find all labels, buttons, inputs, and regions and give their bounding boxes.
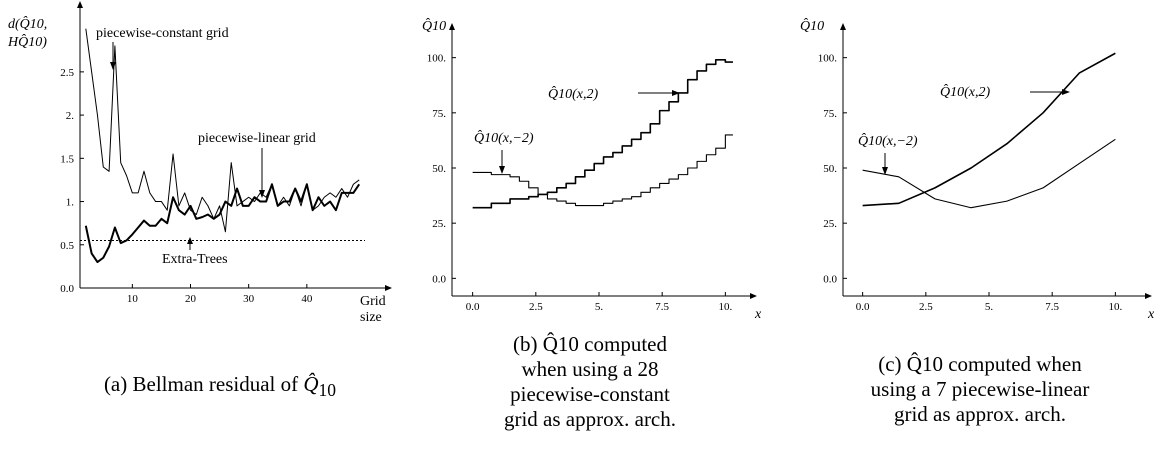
y-tick-label: 75. <box>823 108 837 120</box>
caption-b-line4: grid as approx. arch. <box>503 407 677 431</box>
x-tick-label: 0.0 <box>466 301 480 313</box>
y-tick-label: 100. <box>818 53 838 65</box>
panel-a-ylabel-line1: d(Q̂10, <box>8 16 47 32</box>
y-tick-label: 0.0 <box>60 283 74 295</box>
y-tick-label: 1. <box>66 197 75 209</box>
panel-a-y-axis-arrow <box>77 1 83 8</box>
y-tick-label: 1.5 <box>60 153 74 165</box>
panel-c-xlabel: x <box>1147 307 1155 322</box>
panel-b-arrowhead-q-x-2 <box>672 90 680 96</box>
series-line-b-1 <box>472 134 733 207</box>
x-tick-label: 30 <box>243 293 255 305</box>
series-line-c-0 <box>862 52 1116 207</box>
y-tick-label: 0.0 <box>823 273 837 285</box>
caption-b-line1: (b) Q̂10 computed <box>513 332 667 356</box>
x-tick-label: 5. <box>595 301 604 313</box>
caption-c-line3: grid as approx. arch. <box>893 402 1067 426</box>
series-line-a-1 <box>84 183 361 264</box>
panel-a-series <box>80 28 365 264</box>
x-tick-label: 5. <box>985 301 994 313</box>
panel-c-axes: 0.0 2.5 5. 7.5 10. 0.0 25. 50. 75. 100. <box>818 23 1152 313</box>
y-tick-label: 50. <box>432 163 446 175</box>
panel-c-piecewise-linear: Q̂10 x 0.0 2.5 5. 7.5 10. 0.0 25. 50. 75. 100. Q̂… <box>800 18 1155 322</box>
series-line-b-0 <box>472 59 733 209</box>
annotation-extra-trees: Extra-Trees <box>162 252 228 267</box>
panel-a-y-axis-label: d(Q̂10, HQ̂10) <box>7 16 47 50</box>
annotation-arrowhead-extra-trees <box>187 237 193 244</box>
y-tick-label: 25. <box>823 218 837 230</box>
x-tick-label: 2.5 <box>529 301 543 313</box>
y-tick-label: 100. <box>427 53 447 65</box>
panel-b-y-axis-arrow <box>449 23 455 30</box>
caption-b: (b) Q̂10 computed when using a 28 piecew… <box>440 332 740 432</box>
panel-c-annotations: Q̂10(x,2) Q̂10(x,−2) <box>858 84 1070 175</box>
panel-a-annotations: piecewise-constant grid piecewise-linear… <box>96 26 316 267</box>
y-tick-label: 0.0 <box>432 273 446 285</box>
panel-b-axes: 0.0 2.5 5. 7.5 10. 0.0 25. 50. 75. 100. <box>427 23 757 313</box>
x-tick-label: 10. <box>718 301 732 313</box>
annotation-arrowhead-linear <box>259 190 265 198</box>
panel-b-legend-q-x-m2: Q̂10(x,−2) <box>474 130 534 146</box>
caption-c: (c) Q̂10 computed when using a 7 piecewi… <box>820 352 1140 427</box>
panel-b-ylabel: Q̂10 <box>422 18 446 34</box>
panel-c-x-axis-arrow <box>1145 293 1152 299</box>
x-tick-label: 10 <box>127 293 139 305</box>
annotation-piecewise-constant: piecewise-constant grid <box>96 26 229 41</box>
annotation-piecewise-linear: piecewise-linear grid <box>198 131 316 146</box>
x-tick-label: 0.0 <box>856 301 870 313</box>
caption-c-line1: (c) Q̂10 computed when <box>878 352 1082 376</box>
x-tick-label: 2.5 <box>919 301 933 313</box>
panel-a-axes: 10 20 30 40 0.0 0.5 1. 1.5 2. 2.5 <box>60 1 392 305</box>
panel-c-arrowhead-q-x-2 <box>1062 89 1070 95</box>
caption-a: (a) Bellman residual of Q̂10 <box>40 372 400 403</box>
panel-c-legend-q-x-m2: Q̂10(x,−2) <box>858 133 918 149</box>
panel-a-ylabel-line2: HQ̂10) <box>7 34 47 50</box>
panel-c-arrowhead-q-x-m2 <box>882 167 888 175</box>
caption-a-prefix: (a) Bellman residual of <box>103 372 299 396</box>
x-tick-label: 7.5 <box>655 301 669 313</box>
y-tick-label: 2.5 <box>60 67 74 79</box>
x-tick-label: 7.5 <box>1045 301 1059 313</box>
panel-b-legend-q-x-2: Q̂10(x,2) <box>548 86 598 102</box>
panel-c-series <box>862 52 1116 209</box>
series-line-c-1 <box>862 138 1116 209</box>
panel-c-y-axis-arrow <box>840 23 846 30</box>
y-tick-label: 50. <box>823 163 837 175</box>
panel-b-arrowhead-q-x-m2 <box>499 166 505 174</box>
panel-a-xlabel-line2: size <box>360 310 382 325</box>
panel-c-legend-q-x-2: Q̂10(x,2) <box>940 84 990 100</box>
y-tick-label: 25. <box>432 218 446 230</box>
y-tick-label: 2. <box>66 110 75 122</box>
panel-a-x-axis-arrow <box>385 285 392 291</box>
panel-a-bellman-residual: d(Q̂10, HQ̂10) Grid size 10 20 30 400.00.51… <box>7 1 392 325</box>
panel-b-x-axis-arrow <box>750 293 757 299</box>
x-tick-label: 10. <box>1108 301 1122 313</box>
caption-a-math: Q̂ <box>303 372 319 396</box>
panel-b-xlabel: x <box>754 307 762 322</box>
caption-b-line3: piecewise-constant <box>510 382 670 406</box>
caption-b-line2: when using a 28 <box>521 357 659 381</box>
panel-b-annotations: Q̂10(x,2) Q̂10(x,−2) <box>474 86 680 174</box>
panel-c-ylabel: Q̂10 <box>800 18 824 34</box>
y-tick-label: 0.5 <box>60 240 74 252</box>
caption-c-line2: using a 7 piecewise-linear <box>870 377 1090 401</box>
x-tick-label: 20 <box>185 293 197 305</box>
panel-b-piecewise-constant: Q̂10 x 0.0 2.5 5. 7.5 10. 0.0 25. 50. 75. 100. Q̂… <box>422 18 762 322</box>
x-tick-label: 40 <box>301 293 313 305</box>
panel-a-xlabel-line1: Grid <box>360 294 386 309</box>
y-tick-label: 75. <box>432 108 446 120</box>
panel-b-series <box>472 59 733 209</box>
caption-a-sub: 10 <box>318 380 337 401</box>
annotation-arrowhead-constant <box>110 62 116 70</box>
